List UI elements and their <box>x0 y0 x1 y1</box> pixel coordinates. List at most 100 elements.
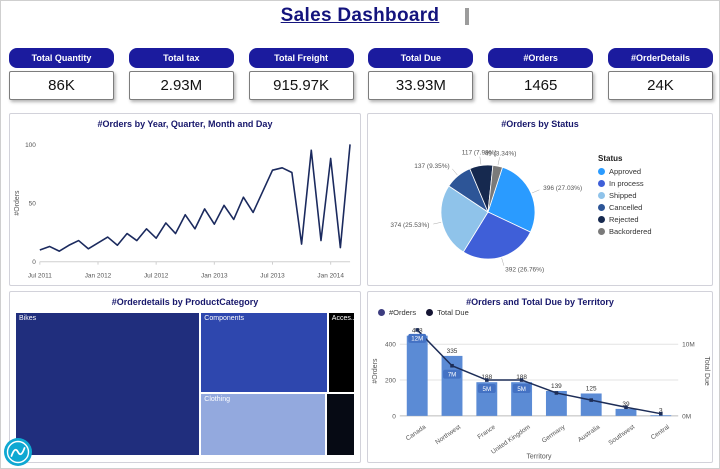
kpi-card-total-due[interactable]: Total Due 33.93M <box>368 48 474 100</box>
kpi-card-total-tax[interactable]: Total tax 2.93M <box>128 48 234 100</box>
legend-dot <box>598 228 605 235</box>
brand-logo <box>3 437 33 467</box>
svg-text:0: 0 <box>392 413 396 420</box>
legend-item-shipped[interactable]: Shipped <box>598 191 652 200</box>
total-due-line-series[interactable] <box>416 329 661 415</box>
pie-slice-approved[interactable] <box>487 166 536 233</box>
line-data-label: 5M <box>517 386 526 393</box>
svg-text:400: 400 <box>385 342 396 349</box>
bar-central[interactable] <box>650 415 672 417</box>
svg-text:3: 3 <box>659 407 663 414</box>
chart-title: #Orders and Total Due by Territory <box>466 297 614 307</box>
right-y-axis-title: Total Due <box>703 356 710 385</box>
treemap-node-clothing[interactable]: Clothing <box>200 393 327 456</box>
svg-text:Jul 2011: Jul 2011 <box>28 273 52 280</box>
legend-item-backordered[interactable]: Backordered <box>598 227 652 236</box>
legend-label: Cancelled <box>609 203 643 212</box>
treemap-node-bikes[interactable]: Bikes <box>15 312 201 456</box>
legend-item-orders[interactable]: #Orders <box>378 308 416 317</box>
kpi-value: 2.93M <box>128 71 234 100</box>
orders-line-series[interactable] <box>39 144 351 252</box>
pie-legend: Status Approved In process Shipped Cancelled… <box>598 154 652 285</box>
pie-data-label: 374 (25.53%) <box>390 222 429 229</box>
x-tick-label: Northwest <box>434 424 462 447</box>
treemap-node-components[interactable]: Components <box>200 312 328 394</box>
header: Sales Dashboard <box>1 1 719 35</box>
bar-germany[interactable] <box>545 390 567 416</box>
pie-data-label: 49 (3.34%) <box>485 150 517 157</box>
legend-item-rejected[interactable]: Rejected <box>598 215 652 224</box>
pie-slice-shipped[interactable] <box>440 185 489 253</box>
svg-text:50: 50 <box>29 201 37 208</box>
bar-southwest[interactable] <box>615 408 637 416</box>
x-tick-label: France <box>476 423 497 440</box>
kpi-label: Total Freight <box>248 48 354 68</box>
legend-dot <box>598 216 605 223</box>
svg-text:335: 335 <box>447 348 458 355</box>
legend-label: Rejected <box>609 215 639 224</box>
legend-item-total-due[interactable]: Total Due <box>426 308 469 317</box>
bar-australia[interactable] <box>580 393 602 416</box>
x-tick-label: Southwest <box>607 424 636 447</box>
kpi-label: Total Quantity <box>9 48 114 68</box>
svg-text:Jan 2014: Jan 2014 <box>317 273 344 280</box>
x-axis-title: Territory <box>526 454 552 461</box>
legend-label: In process <box>609 179 644 188</box>
kpi-value: 24K <box>607 71 713 100</box>
pie-slice-in-process[interactable] <box>462 211 532 260</box>
line-data-label: 12M <box>411 336 423 343</box>
territory-combo-chart[interactable]: 02004000M10M448Canada335Northwest188Fran… <box>368 316 712 464</box>
treemap-node-label: Acces... <box>331 315 355 322</box>
kpi-label: #Orders <box>488 48 594 68</box>
pie-data-label: 117 (7.99%) <box>462 150 497 157</box>
productcategory-treemap[interactable]: Bikes Components Acces... Clothing <box>15 312 355 456</box>
territory-combo-chart-panel[interactable]: #Orders and Total Due by Territory #Orde… <box>367 291 713 463</box>
treemap-node-acces-[interactable]: Acces... <box>327 312 355 394</box>
legend-title: Status <box>598 154 623 163</box>
line-data-label: 5M <box>483 386 492 393</box>
kpi-card-orders[interactable]: #Orders 1465 <box>488 48 594 100</box>
line-data-label: 7M <box>448 371 457 378</box>
pie-slice-backordered[interactable] <box>487 164 504 213</box>
kpi-value: 86K <box>9 71 114 100</box>
svg-text:Jul 2013: Jul 2013 <box>260 273 285 280</box>
treemap-node-misc[interactable] <box>326 393 355 456</box>
status-pie-chart[interactable]: 396 (27.03%) 392 (26.76%) 374 (25.53%) 137 … <box>368 130 598 280</box>
orders-status-pie-panel[interactable]: #Orders by Status 396 (27.03%) 392 (26.76… <box>367 113 713 286</box>
orders-legend-dot <box>378 309 385 316</box>
chart-title: #Orders by Status <box>501 119 579 129</box>
svg-text:125: 125 <box>586 385 597 392</box>
legend-dot <box>598 180 605 187</box>
x-tick-label: United Kingdom <box>490 424 532 456</box>
bar-canada[interactable] <box>406 335 428 416</box>
x-tick-label: Australia <box>577 423 602 443</box>
svg-text:188: 188 <box>481 374 492 381</box>
legend-dot <box>598 168 605 175</box>
svg-text:100: 100 <box>25 142 36 149</box>
svg-text:188: 188 <box>516 374 527 381</box>
kpi-label: Total tax <box>128 48 234 68</box>
x-tick-label: Canada <box>405 423 428 442</box>
legend-label: #Orders <box>389 308 417 317</box>
title-caret <box>465 8 469 25</box>
x-tick-label: Central <box>650 424 671 442</box>
legend-item-in-process[interactable]: In process <box>598 179 652 188</box>
svg-text:Jan 2012: Jan 2012 <box>85 273 112 280</box>
left-y-axis-title: #Orders <box>372 358 379 384</box>
page-title: Sales Dashboard <box>280 5 440 26</box>
svg-text:0M: 0M <box>682 413 691 420</box>
kpi-value: 33.93M <box>368 71 474 100</box>
legend-label: Total Due <box>437 308 469 317</box>
kpi-card-total-freight[interactable]: Total Freight 915.97K <box>248 48 354 100</box>
kpi-value: 1465 <box>488 71 594 100</box>
svg-text:39: 39 <box>622 401 630 408</box>
kpi-card-orderdetails[interactable]: #OrderDetails 24K <box>607 48 713 100</box>
svg-text:10M: 10M <box>682 342 695 349</box>
productcategory-treemap-panel[interactable]: #Orderdetails by ProductCategory Bikes Co… <box>9 291 361 463</box>
legend-item-approved[interactable]: Approved <box>598 167 652 176</box>
orders-line-chart[interactable]: 0 50 100 Jul 2011 Jan 2012 Jul 2012 Jan 2013 Ju… <box>10 134 360 284</box>
legend-item-cancelled[interactable]: Cancelled <box>598 203 652 212</box>
kpi-card-total-quantity[interactable]: Total Quantity 86K <box>9 48 114 100</box>
orders-line-chart-panel[interactable]: #Orders by Year, Quarter, Month and Day … <box>9 113 361 286</box>
